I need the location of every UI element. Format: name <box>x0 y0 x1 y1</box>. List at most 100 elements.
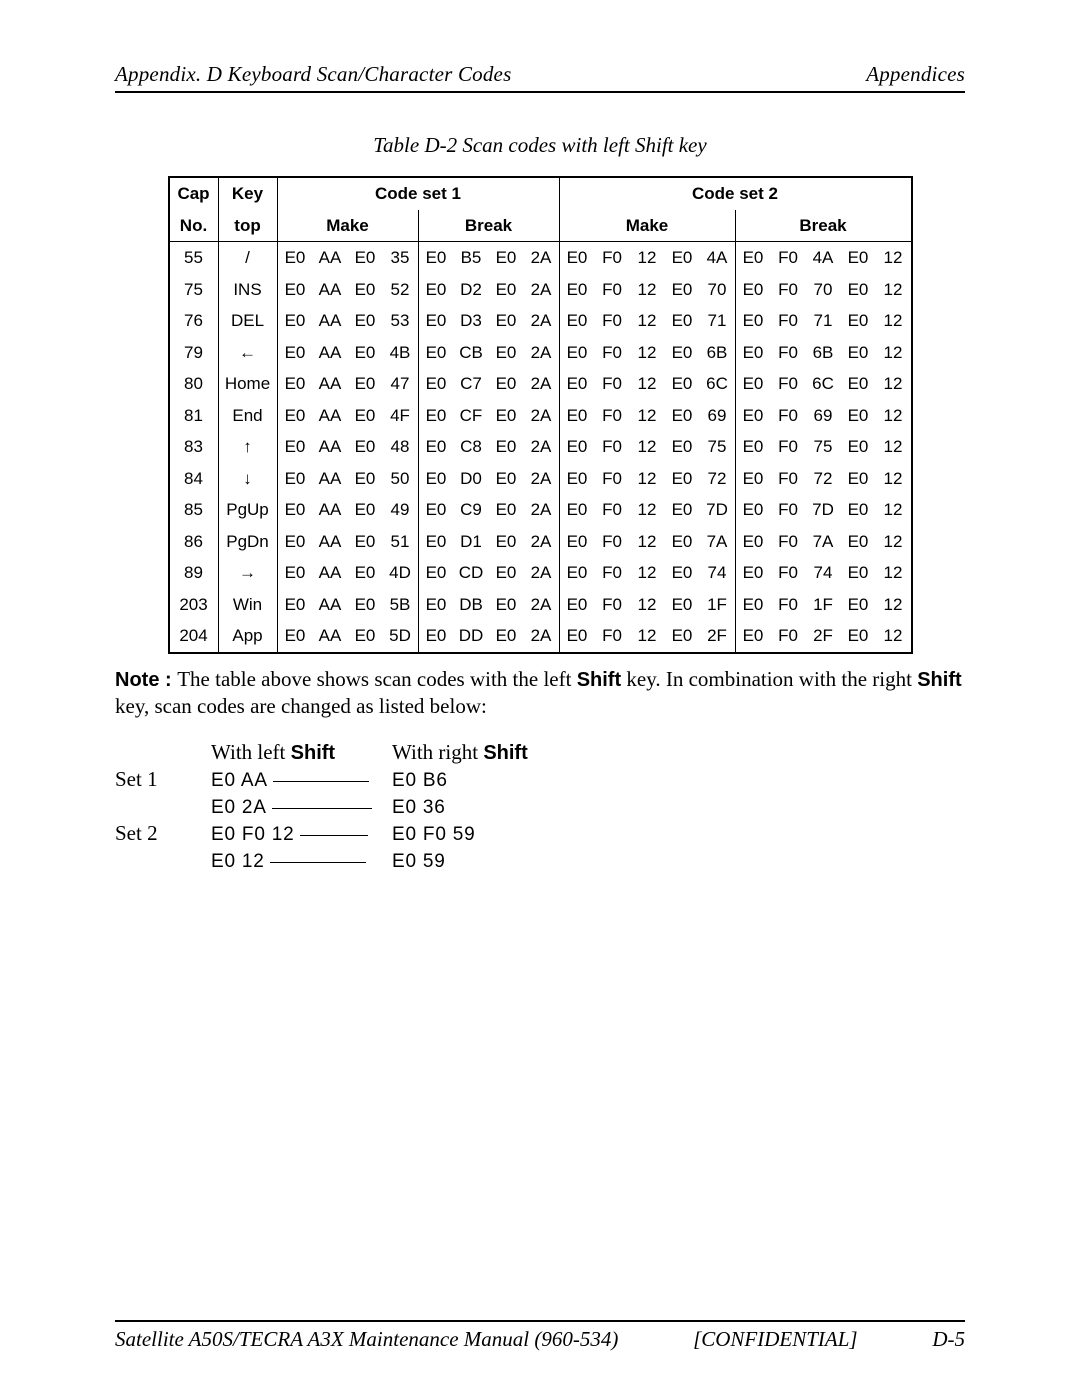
cell-code: 69 <box>806 400 841 432</box>
cell-code: E0 <box>841 589 876 621</box>
cell-cap: 83 <box>169 431 219 463</box>
cell-code: 12 <box>630 494 665 526</box>
cell-code: 70 <box>806 274 841 306</box>
cell-key: ← <box>218 337 277 369</box>
cell-code: E0 <box>277 526 313 558</box>
cell-code: E0 <box>489 620 524 653</box>
cell-code: E0 <box>348 463 383 495</box>
cell-code: E0 <box>559 337 595 369</box>
subst-right: E0 B6 <box>392 767 548 794</box>
cell-code: D2 <box>454 274 489 306</box>
cell-code: 4A <box>806 242 841 274</box>
cell-code: AA <box>313 463 348 495</box>
cell-code: DD <box>454 620 489 653</box>
cell-code: F0 <box>771 242 806 274</box>
cell-code: E0 <box>665 242 700 274</box>
cell-code: E0 <box>841 337 876 369</box>
cell-code: E0 <box>489 589 524 621</box>
cell-code: E0 <box>418 494 454 526</box>
cell-code: E0 <box>489 463 524 495</box>
cell-code: E0 <box>277 400 313 432</box>
cell-code: 12 <box>876 589 912 621</box>
cell-code: E0 <box>841 274 876 306</box>
cell-cap: 203 <box>169 589 219 621</box>
cell-code: 69 <box>700 400 736 432</box>
cell-code: E0 <box>348 431 383 463</box>
cell-code: E0 <box>735 620 771 653</box>
cell-code: 1F <box>806 589 841 621</box>
cell-code: E0 <box>418 337 454 369</box>
cell-code: 4A <box>700 242 736 274</box>
cell-code: F0 <box>771 620 806 653</box>
cell-key: → <box>218 557 277 589</box>
cell-code: 6B <box>806 337 841 369</box>
header-rule <box>115 91 965 93</box>
cell-code: AA <box>313 589 348 621</box>
cell-code: E0 <box>665 368 700 400</box>
cell-code: E0 <box>348 242 383 274</box>
cell-code: F0 <box>595 620 630 653</box>
cell-code: 2A <box>524 431 560 463</box>
th-cap: Cap <box>169 177 219 210</box>
cell-code: E0 <box>559 620 595 653</box>
cell-code: 2A <box>524 400 560 432</box>
cell-code: E0 <box>418 526 454 558</box>
cell-key: End <box>218 400 277 432</box>
cell-code: 12 <box>876 431 912 463</box>
cell-code: 53 <box>383 305 419 337</box>
cell-cap: 89 <box>169 557 219 589</box>
cell-code: E0 <box>348 557 383 589</box>
cell-code: 12 <box>876 368 912 400</box>
cell-code: 12 <box>876 400 912 432</box>
cell-code: C8 <box>454 431 489 463</box>
cell-code: AA <box>313 305 348 337</box>
cell-code: E0 <box>665 274 700 306</box>
cell-code: C7 <box>454 368 489 400</box>
cell-code: E0 <box>418 620 454 653</box>
cell-code: F0 <box>595 337 630 369</box>
cell-code: 2A <box>524 620 560 653</box>
cell-code: AA <box>313 400 348 432</box>
th-key: Key <box>218 177 277 210</box>
cell-code: 70 <box>700 274 736 306</box>
cell-cap: 76 <box>169 305 219 337</box>
subst-left: E0 F0 12 <box>211 821 392 848</box>
cell-code: E0 <box>665 431 700 463</box>
th-set1: Code set 1 <box>277 177 559 210</box>
cell-code: E0 <box>348 526 383 558</box>
cell-code: 12 <box>876 242 912 274</box>
cell-code: 4F <box>383 400 419 432</box>
cell-code: F0 <box>595 431 630 463</box>
cell-code: E0 <box>841 431 876 463</box>
cell-code: E0 <box>735 589 771 621</box>
cell-code: E0 <box>418 274 454 306</box>
cell-code: 2A <box>524 463 560 495</box>
cell-code: E0 <box>735 400 771 432</box>
cell-cap: 55 <box>169 242 219 274</box>
cell-code: E0 <box>559 305 595 337</box>
cell-code: 2F <box>806 620 841 653</box>
th-break1: Break <box>418 210 559 242</box>
cell-code: F0 <box>595 526 630 558</box>
cell-code: 12 <box>630 305 665 337</box>
cell-code: E0 <box>665 494 700 526</box>
cell-code: 2A <box>524 242 560 274</box>
cell-code: 2A <box>524 274 560 306</box>
cell-code: 6C <box>806 368 841 400</box>
cell-code: F0 <box>771 431 806 463</box>
cell-code: F0 <box>595 463 630 495</box>
cell-code: 6C <box>700 368 736 400</box>
cell-code: 12 <box>630 620 665 653</box>
cell-code: E0 <box>665 620 700 653</box>
subst-right: E0 F0 59 <box>392 821 548 848</box>
cell-code: E0 <box>277 463 313 495</box>
cell-code: 12 <box>876 337 912 369</box>
th-no: No. <box>169 210 219 242</box>
cell-code: 5D <box>383 620 419 653</box>
cell-code: F0 <box>595 494 630 526</box>
cell-code: 12 <box>630 242 665 274</box>
cell-code: E0 <box>559 400 595 432</box>
cell-code: E0 <box>559 368 595 400</box>
cell-code: 71 <box>806 305 841 337</box>
substitution-block: With left Shift With right Shift Set 1E0… <box>115 740 965 875</box>
